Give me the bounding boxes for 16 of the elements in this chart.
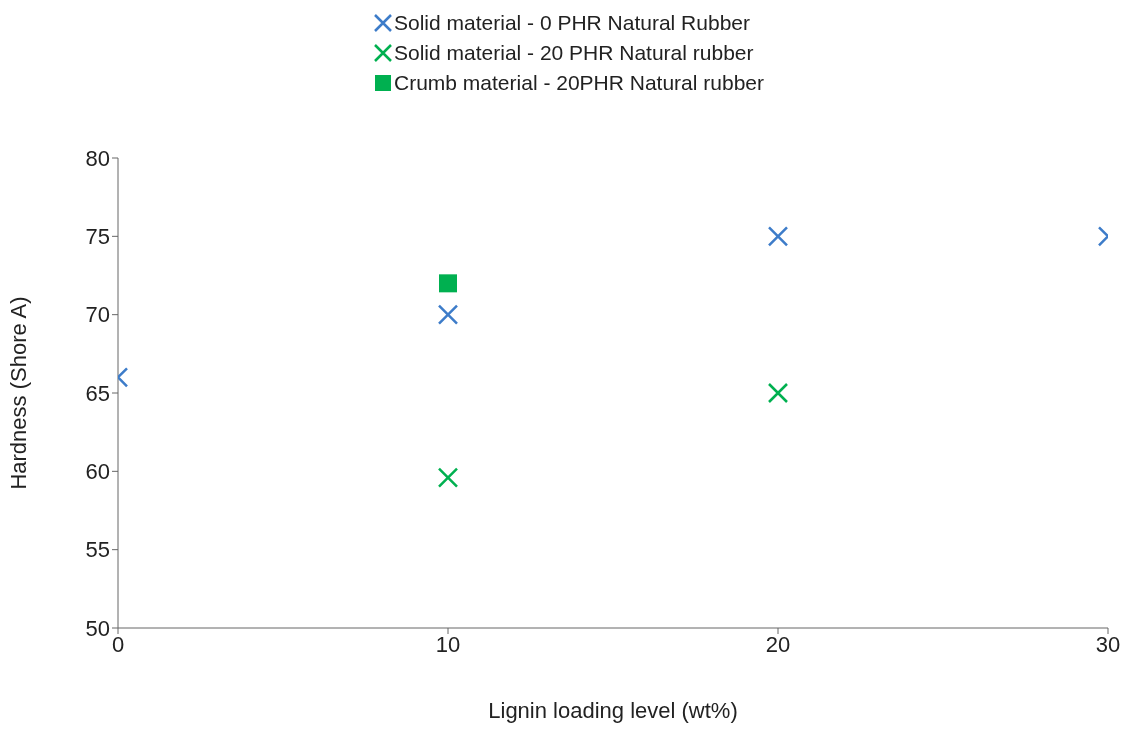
x-axis-title: Lignin loading level (wt%) xyxy=(488,698,738,723)
legend-label: Crumb material - 20PHR Natural rubber xyxy=(394,71,764,95)
x-tick-label: 30 xyxy=(1095,631,1121,657)
x-tick-label: 0 xyxy=(111,631,125,657)
y-tick-label: 50 xyxy=(85,615,110,641)
x-tick-label: 20 xyxy=(765,631,791,657)
x-tick-label: 10 xyxy=(435,631,461,657)
y-tick-label: 55 xyxy=(85,537,110,563)
legend-label: Solid material - 20 PHR Natural rubber xyxy=(394,41,754,65)
y-tick-label: 70 xyxy=(85,302,110,328)
y-axis-title: Hardness (Shore A) xyxy=(5,296,31,490)
y-tick-label: 65 xyxy=(85,380,110,406)
legend-label: Solid material - 0 PHR Natural Rubber xyxy=(394,11,750,35)
y-tick-label: 75 xyxy=(85,224,110,250)
y-tick-label: 80 xyxy=(85,145,110,171)
y-tick-label: 60 xyxy=(85,459,110,485)
